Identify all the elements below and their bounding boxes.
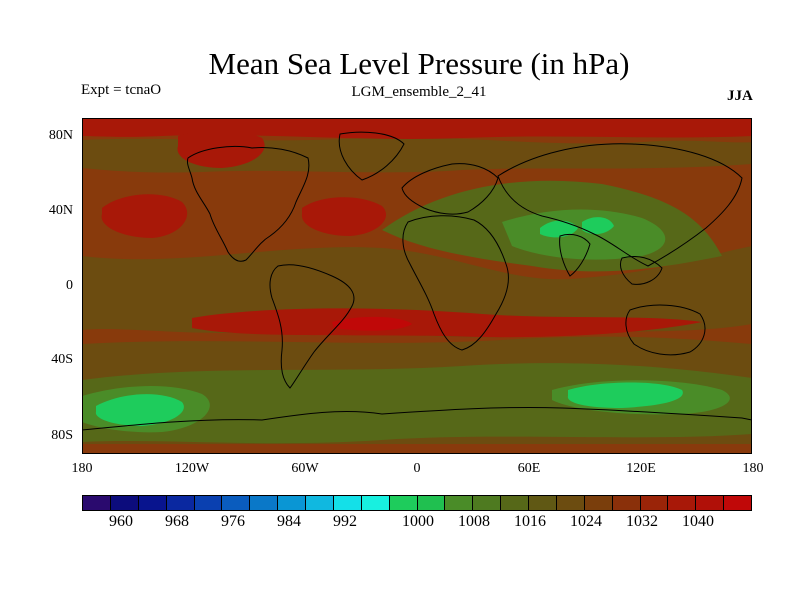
coast-africa	[402, 215, 509, 351]
contour-southern-peak	[332, 316, 412, 331]
colorbar-cell	[138, 496, 167, 510]
contour-austral-1	[82, 363, 752, 444]
colorbar-cell	[389, 496, 418, 510]
colorbar-label-976: 976	[221, 513, 245, 530]
colorbar-cell	[696, 496, 725, 510]
colorbar-cell	[556, 496, 585, 510]
contour-atlantic-high	[301, 197, 387, 236]
lon-label-120e: 120E	[626, 461, 656, 476]
colorbar-cell	[222, 496, 251, 510]
contour-asia-low-west	[540, 220, 578, 238]
colorbar-cell	[278, 496, 306, 510]
coast-greenland	[338, 131, 405, 181]
colorbar	[82, 495, 752, 511]
lat-label-80n: 80N	[48, 128, 73, 143]
colorbar-cell	[83, 496, 111, 510]
lon-label-60w: 60W	[291, 461, 319, 476]
coast-south-america	[269, 264, 355, 389]
colorbar-cell	[361, 496, 390, 510]
lon-label-120w: 120W	[174, 461, 210, 476]
pressure-map	[82, 118, 752, 454]
lat-label-0: 0	[66, 278, 73, 293]
colorbar-label-1032: 1032	[626, 513, 658, 530]
colorbar-cell	[417, 496, 446, 510]
colorbar-cell	[473, 496, 502, 510]
colorbar-label-1024: 1024	[570, 513, 602, 530]
coast-southeast-asia	[619, 255, 663, 285]
coast-north-america	[187, 145, 310, 262]
lon-label-180w: 180	[71, 461, 93, 476]
colorbar-cell	[724, 496, 751, 510]
colorbar-cell	[166, 496, 195, 510]
lon-label-0: 0	[413, 461, 421, 476]
ensemble-label: LGM_ensemble_2_41	[351, 84, 487, 100]
map-frame	[82, 118, 752, 454]
colorbar-cell	[529, 496, 557, 510]
colorbar-cell	[110, 496, 139, 510]
coast-australia	[625, 304, 706, 356]
colorbar-cell	[640, 496, 669, 510]
colorbar-label-968: 968	[165, 513, 189, 530]
colorbar-cell	[194, 496, 223, 510]
colorbar-label-1016: 1016	[514, 513, 546, 530]
colorbar-label-1008: 1008	[458, 513, 490, 530]
colorbar-cell	[306, 496, 334, 510]
contour-pacific-low	[95, 394, 184, 426]
contour-asia-low-east	[582, 217, 614, 235]
lon-label-60e: 60E	[517, 461, 541, 476]
colorbar-cell	[445, 496, 474, 510]
contour-asia-2	[502, 209, 666, 260]
colorbar-label-992: 992	[333, 513, 357, 530]
lon-label-180e: 180	[742, 461, 764, 476]
colorbar-cell	[668, 496, 697, 510]
coast-asia	[497, 143, 743, 267]
colorbar-cell	[333, 496, 362, 510]
contour-southern-high	[192, 308, 702, 338]
colorbar-label-1000: 1000	[402, 513, 434, 530]
contour-canada-high	[177, 130, 265, 168]
coast-india	[559, 233, 591, 277]
page-title: Mean Sea Level Pressure (in hPa)	[208, 46, 630, 81]
coast-europe	[401, 163, 499, 215]
contour-pacific-high	[101, 194, 188, 238]
colorbar-cell	[612, 496, 641, 510]
pressure-contours	[82, 118, 752, 444]
colorbar-cell	[584, 496, 613, 510]
coast-antarctica	[82, 406, 752, 431]
coastlines	[82, 131, 752, 431]
lat-label-40s: 40S	[51, 352, 73, 367]
contour-indian-low	[567, 382, 683, 408]
colorbar-label-1040: 1040	[682, 513, 714, 530]
season-label: JJA	[727, 88, 753, 104]
colorbar-cell	[501, 496, 529, 510]
colorbar-cell	[250, 496, 279, 510]
lat-label-40n: 40N	[48, 203, 73, 218]
colorbar-label-960: 960	[109, 513, 133, 530]
lat-label-80s: 80S	[51, 428, 73, 443]
colorbar-label-984: 984	[277, 513, 301, 530]
experiment-label: Expt = tcnaO	[81, 82, 162, 98]
